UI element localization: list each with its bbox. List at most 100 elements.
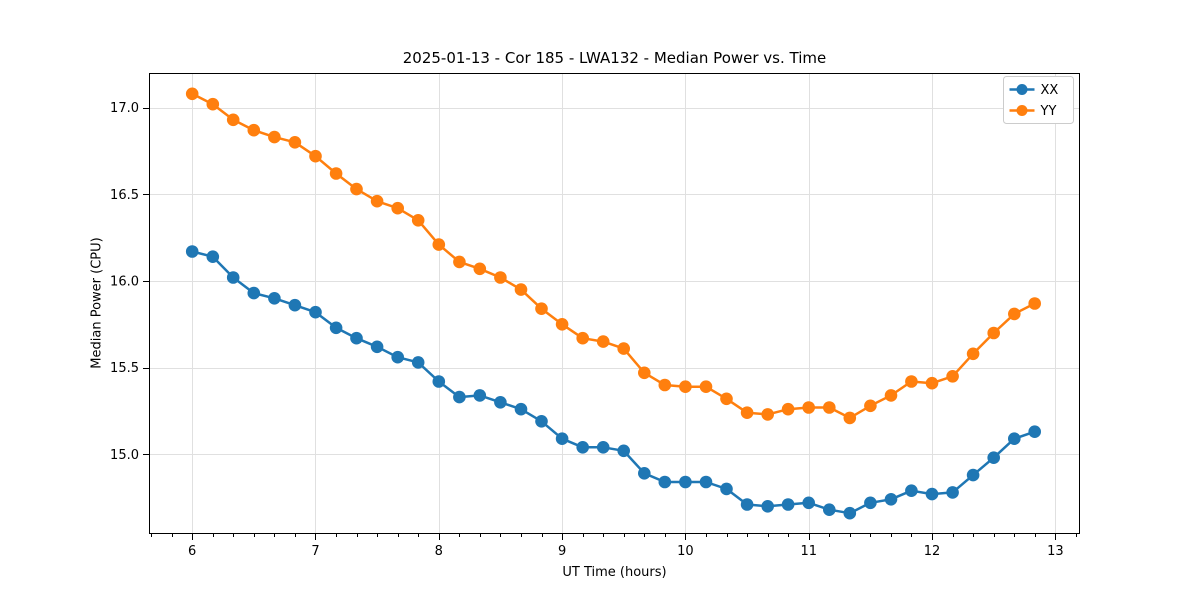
data-point-xx: [185, 245, 199, 258]
data-point-yy: [658, 378, 672, 392]
x-tick-label: 7: [311, 544, 319, 559]
data-point-yy: [226, 113, 240, 127]
data-point-xx: [391, 350, 405, 364]
data-point-yy: [391, 201, 405, 215]
data-point-xx: [350, 331, 363, 345]
x-tick-label: 12: [924, 544, 941, 559]
x-tick-label: 10: [677, 544, 694, 559]
data-point-yy: [411, 214, 425, 227]
data-point-xx: [247, 286, 261, 300]
data-point-yy: [884, 389, 898, 402]
data-point-xx: [268, 292, 281, 305]
data-point-yy: [329, 167, 343, 180]
data-point-yy: [1028, 297, 1041, 310]
plot-frame: [149, 73, 1080, 534]
data-point-yy: [473, 262, 487, 276]
legend-label-yy: YY: [1040, 104, 1057, 119]
data-point-xx: [638, 467, 651, 480]
data-point-xx: [658, 475, 672, 489]
data-point-yy: [740, 406, 754, 420]
data-point-yy: [206, 97, 220, 111]
data-point-xx: [864, 496, 877, 510]
data-point-xx: [309, 305, 322, 319]
data-point-yy: [247, 123, 261, 137]
data-point-xx: [288, 298, 302, 312]
data-point-yy: [596, 335, 610, 348]
data-point-xx: [617, 444, 630, 458]
chart-title: 2025-01-13 - Cor 185 - LWA132 - Median P…: [402, 49, 827, 67]
data-point-xx: [411, 356, 425, 369]
data-point-yy: [370, 194, 384, 208]
data-point-xx: [802, 496, 815, 510]
y-axis-label: Median Power (CPU): [89, 237, 105, 369]
series-line-yy: [190, 92, 1036, 420]
data-point-yy: [761, 408, 774, 421]
data-point-xx: [555, 432, 569, 446]
data-point-xx: [720, 482, 733, 496]
legend-marker-yy: [1016, 105, 1028, 116]
x-tick-label: 9: [558, 544, 566, 559]
x-tick-label: 6: [188, 544, 196, 559]
data-point-xx: [679, 475, 692, 489]
data-point-yy: [494, 271, 507, 284]
data-point-xx: [453, 390, 466, 404]
data-point-yy: [802, 401, 815, 414]
data-point-yy: [946, 370, 959, 383]
data-point-yy: [1008, 307, 1021, 321]
data-point-xx: [494, 396, 507, 409]
data-point-yy: [617, 342, 630, 355]
data-point-yy: [905, 375, 918, 388]
data-point-yy: [268, 130, 281, 144]
data-point-xx: [699, 475, 713, 489]
data-point-yy: [864, 399, 877, 413]
data-point-yy: [843, 411, 857, 425]
y-tick-label: 16.0: [110, 274, 139, 289]
data-point-xx: [370, 340, 384, 354]
data-point-xx: [535, 415, 548, 428]
data-point-yy: [966, 347, 980, 361]
legend: [1003, 76, 1074, 124]
data-point-xx: [329, 321, 343, 335]
y-tick-label: 15.5: [110, 361, 139, 376]
data-point-xx: [1028, 425, 1041, 439]
data-point-yy: [925, 376, 939, 390]
x-tick-label: 13: [1047, 544, 1064, 559]
data-point-xx: [966, 468, 980, 482]
data-point-xx: [206, 250, 220, 263]
data-point-yy: [555, 318, 569, 331]
data-point-yy: [679, 380, 692, 394]
data-point-xx: [1008, 432, 1021, 446]
legend-label-xx: XX: [1041, 83, 1059, 98]
data-point-xx: [905, 484, 918, 498]
data-point-xx: [740, 498, 754, 511]
data-point-yy: [350, 182, 363, 196]
data-point-xx: [576, 441, 589, 454]
x-axis-label: UT Time (hours): [562, 565, 667, 580]
data-point-yy: [823, 401, 836, 414]
x-tick-label: 11: [800, 544, 817, 559]
data-point-xx: [987, 451, 1000, 465]
y-tick-label: 15.0: [110, 448, 139, 463]
data-point-xx: [596, 441, 610, 454]
data-point-yy: [535, 302, 548, 316]
data-point-yy: [576, 331, 589, 345]
data-point-xx: [823, 503, 836, 516]
data-point-xx: [226, 271, 240, 284]
data-point-yy: [781, 402, 795, 416]
data-point-yy: [987, 326, 1000, 340]
y-tick-label: 16.5: [110, 188, 139, 203]
data-point-yy: [288, 136, 302, 149]
x-tick-label: 8: [435, 544, 443, 559]
data-point-xx: [925, 487, 939, 501]
data-point-yy: [720, 392, 733, 406]
data-point-xx: [514, 402, 528, 416]
data-point-xx: [761, 500, 774, 513]
data-point-yy: [638, 366, 651, 380]
data-point-yy: [453, 255, 466, 269]
data-point-yy: [185, 87, 199, 101]
data-point-yy: [309, 149, 322, 163]
data-point-xx: [843, 506, 857, 520]
y-tick-label: 17.0: [110, 101, 139, 116]
